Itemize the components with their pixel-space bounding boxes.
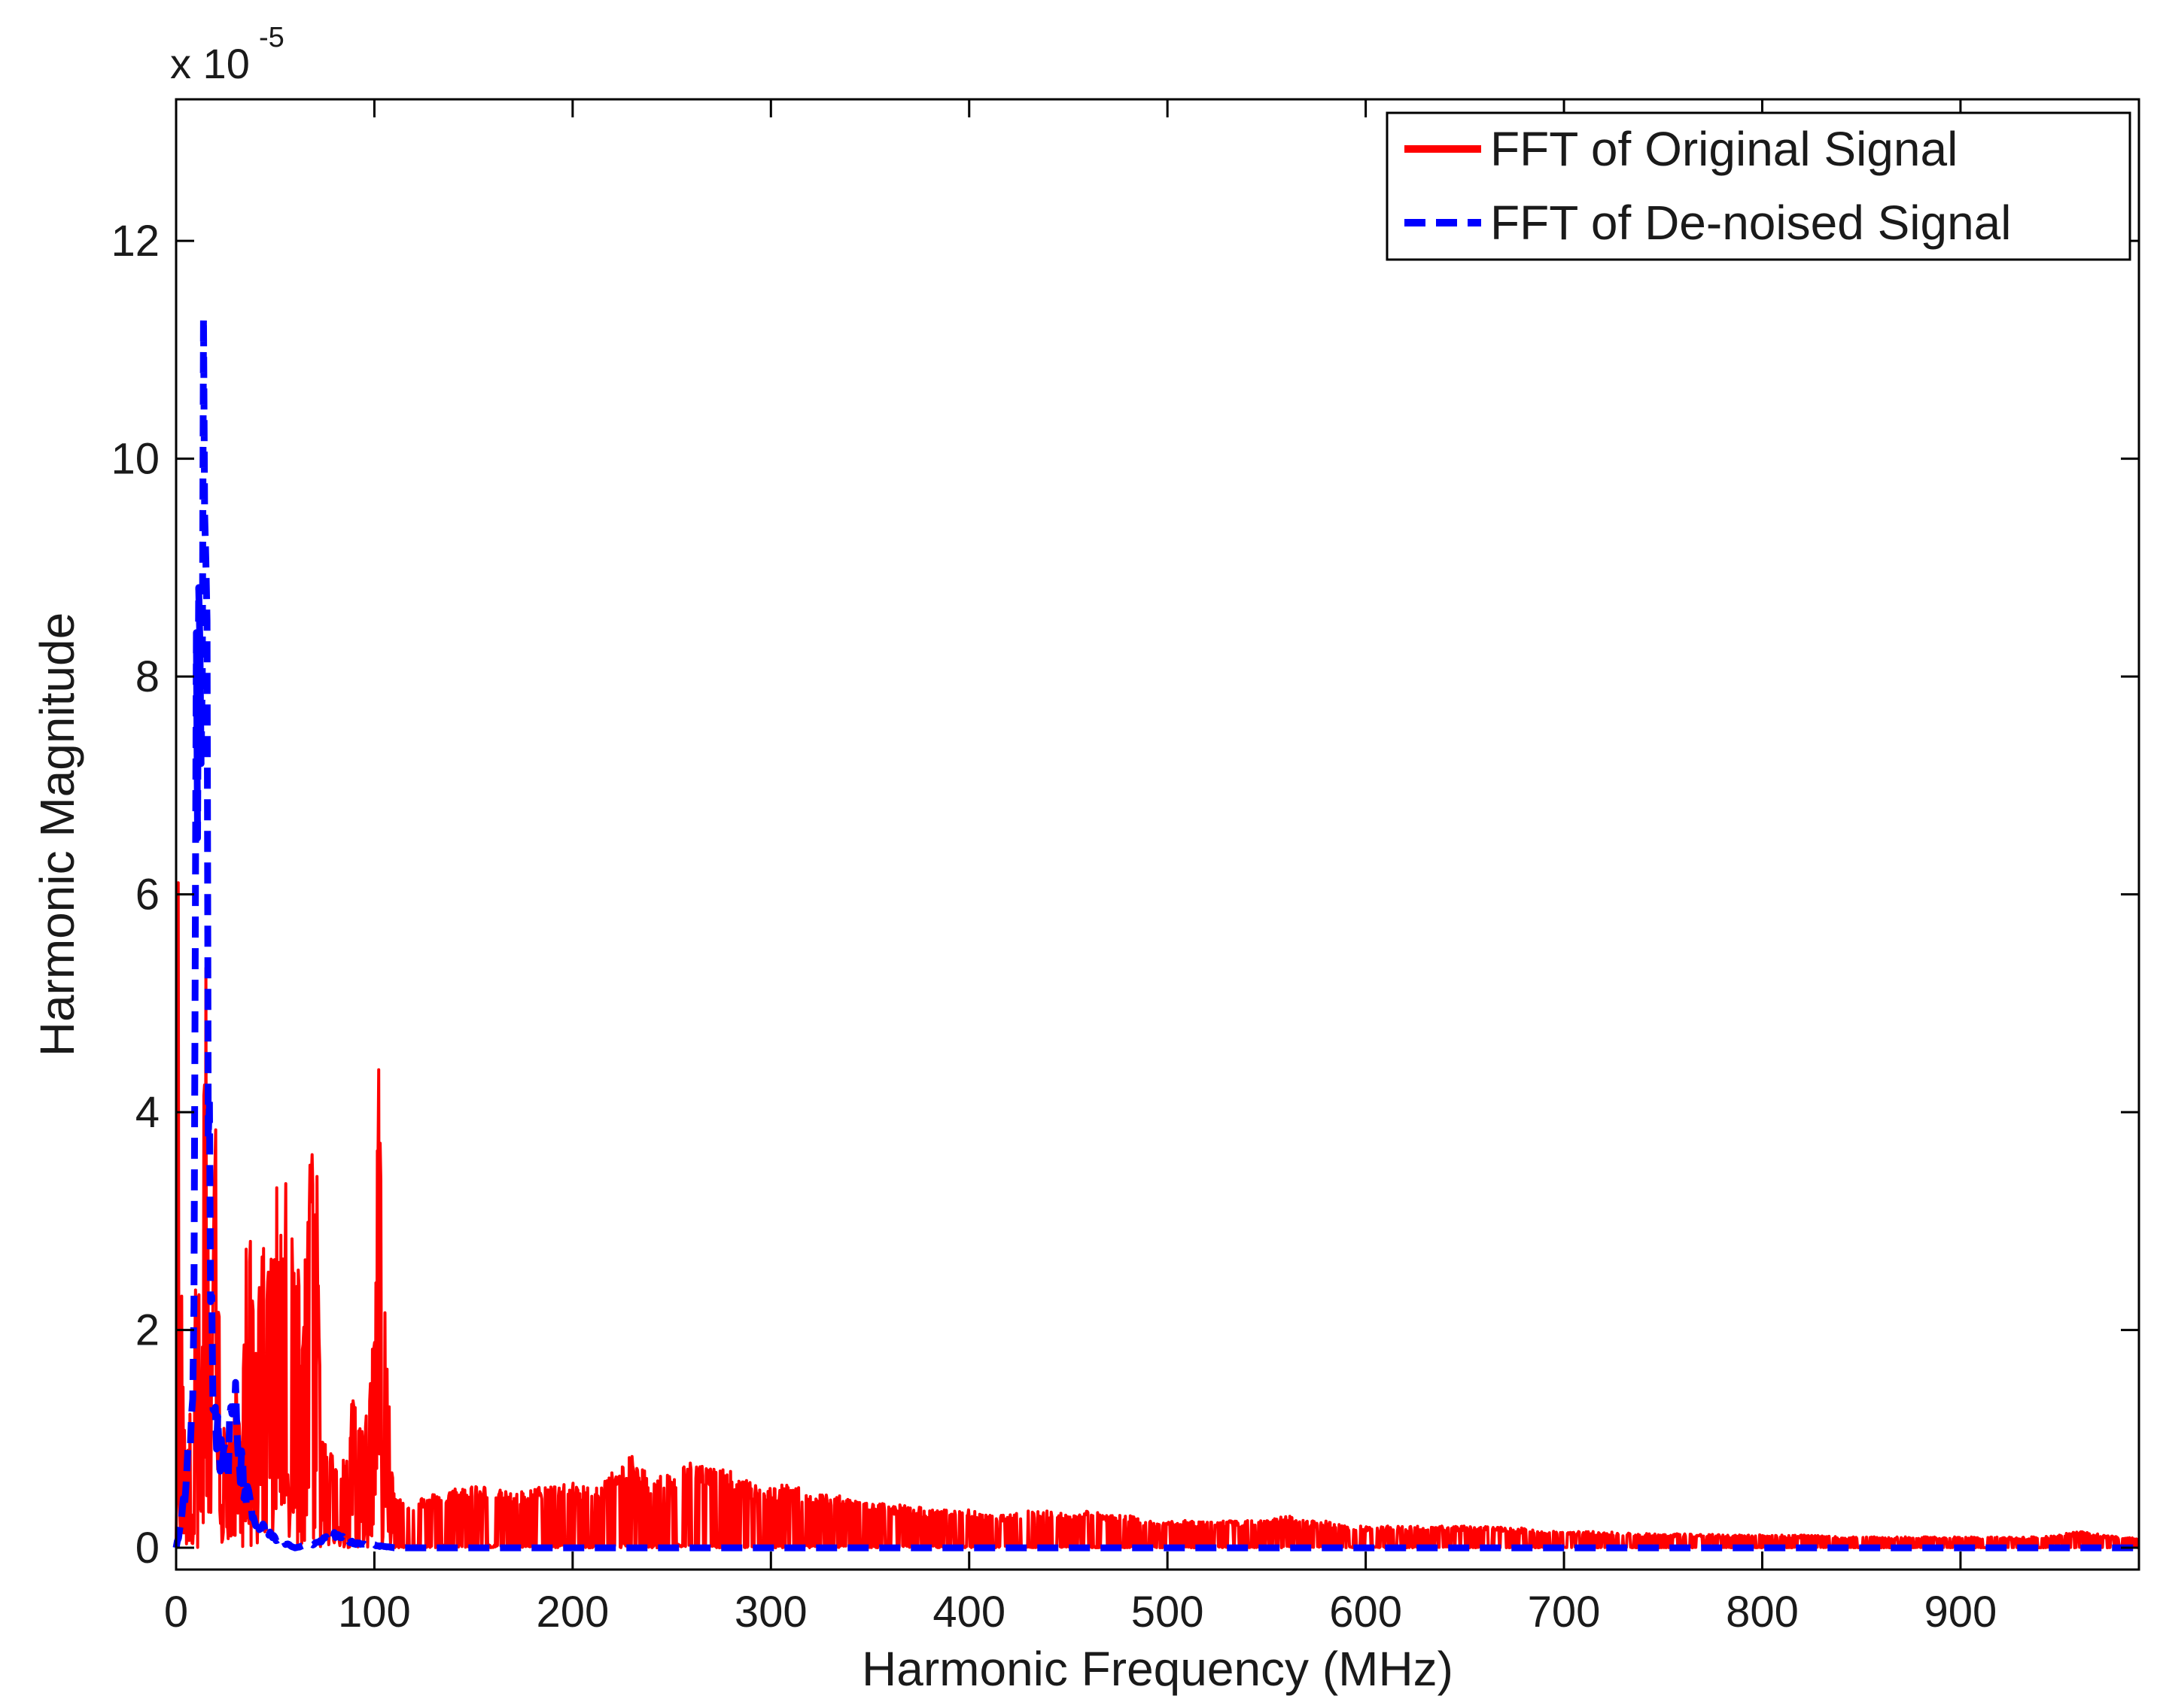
y-axis-label: Harmonic Magnitude bbox=[30, 612, 84, 1057]
plot-data bbox=[172, 314, 2140, 1551]
y-tick-label: 8 bbox=[135, 652, 160, 701]
y-tick-label: 10 bbox=[111, 435, 160, 484]
x-tick-label: 900 bbox=[1924, 1588, 1997, 1637]
x-tick-label: 500 bbox=[1131, 1588, 1204, 1637]
x-tick-label: 800 bbox=[1726, 1588, 1799, 1637]
y-scale-base: x 10 bbox=[170, 40, 250, 87]
legend: FFT of Original Signal FFT of De-noised … bbox=[1386, 111, 2131, 261]
x-tick-label: 600 bbox=[1329, 1588, 1402, 1637]
x-tick-label: 300 bbox=[735, 1588, 808, 1637]
x-tick-label: 100 bbox=[338, 1588, 411, 1637]
y-tick-label: 4 bbox=[135, 1088, 160, 1137]
legend-label-denoised: FFT of De-noised Signal bbox=[1490, 196, 2011, 250]
x-tick-label: 700 bbox=[1528, 1588, 1601, 1637]
legend-label-original: FFT of Original Signal bbox=[1490, 122, 1958, 176]
y-tick-label: 2 bbox=[135, 1306, 160, 1355]
axes-box bbox=[175, 98, 2140, 1571]
y-axis-ticks: 0 2 4 6 8 10 12 bbox=[111, 217, 2139, 1573]
y-scale-exponent: -5 bbox=[259, 22, 284, 53]
x-axis-ticks: 0 100 200 300 400 500 600 700 800 900 bbox=[164, 99, 1997, 1637]
legend-box bbox=[1386, 111, 2131, 261]
y-tick-label: 0 bbox=[135, 1524, 160, 1573]
x-tick-label: 200 bbox=[536, 1588, 609, 1637]
x-tick-label: 0 bbox=[164, 1588, 188, 1637]
y-tick-label: 6 bbox=[135, 871, 160, 919]
series-line-denoised bbox=[172, 314, 2140, 1551]
x-axis-label: Harmonic Frequency (MHz) bbox=[862, 1642, 1453, 1696]
y-tick-label: 12 bbox=[111, 217, 160, 266]
x-tick-label: 400 bbox=[932, 1588, 1005, 1637]
